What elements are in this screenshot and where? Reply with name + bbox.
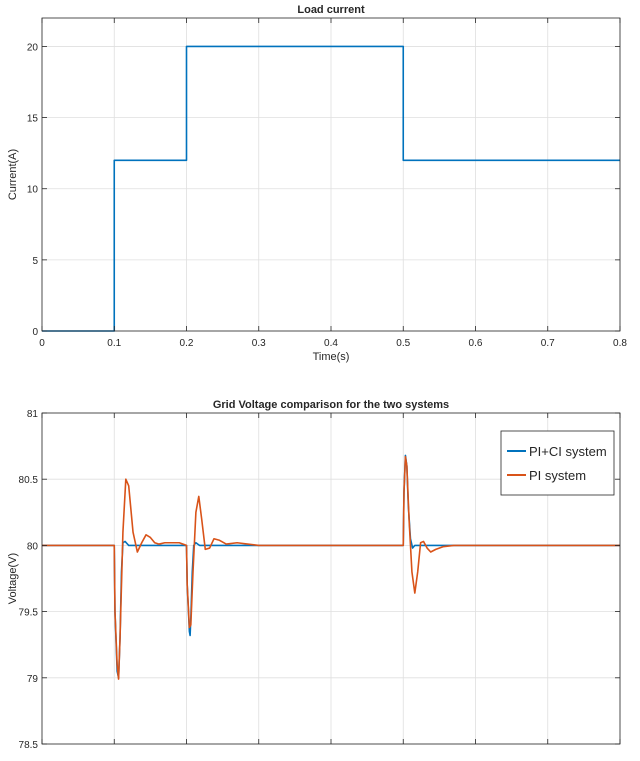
y-axis-label: Current(A) [7, 149, 19, 200]
y-tick-label: 79.5 [19, 608, 39, 619]
x-tick-label: 0.4 [324, 338, 338, 349]
y-tick-label: 5 [32, 256, 38, 267]
series-layer [42, 454, 620, 680]
y-tick-label: 78.5 [19, 740, 39, 751]
y-axis-label: Voltage(V) [7, 553, 19, 604]
load-current-chart: 0 0.1 0.2 0.3 0.4 0.5 0.6 0.7 0.8 0 5 10 15 20 Load c… [7, 4, 627, 363]
y-tick-label: 20 [27, 42, 39, 53]
x-tick-label: 0.1 [107, 338, 121, 349]
x-tick-label: 0.2 [180, 338, 194, 349]
series-layer [42, 45, 620, 332]
y-tick-label: 79 [27, 674, 39, 685]
x-tick-label: 0.8 [613, 338, 627, 349]
y-tick-label: 80 [27, 541, 39, 552]
chart-title: Load current [297, 4, 365, 16]
legend: PI+CI system PI system [500, 430, 615, 496]
y-tick-label: 0 [32, 327, 38, 338]
x-tick-label: 0.5 [396, 338, 410, 349]
tick-layer: 0 0.1 0.2 0.3 0.4 0.5 0.6 0.7 0.8 0 5 10 15 20 [27, 18, 627, 349]
tick-layer: 78.5 79 79.5 80 80.5 81 [19, 409, 621, 751]
series-line-2 [42, 455, 620, 680]
legend-box [500, 430, 615, 496]
x-tick-label: 0.6 [469, 338, 483, 349]
x-axis-label: Time(s) [313, 351, 350, 363]
series-line-1 [42, 45, 620, 332]
legend-label: PI+CI system [529, 444, 607, 459]
x-tick-label: 0.3 [252, 338, 266, 349]
y-tick-label: 15 [27, 114, 39, 125]
grid-voltage-chart: 78.5 79 79.5 80 80.5 81 Grid Voltage comparis… [7, 399, 621, 751]
y-tick-label: 10 [27, 185, 39, 196]
y-tick-label: 81 [27, 409, 39, 420]
x-tick-label: 0.7 [541, 338, 555, 349]
legend-label: PI system [529, 468, 586, 483]
x-tick-label: 0 [39, 338, 45, 349]
y-tick-label: 80.5 [19, 475, 39, 486]
chart-title: Grid Voltage comparison for the two syst… [213, 399, 449, 411]
